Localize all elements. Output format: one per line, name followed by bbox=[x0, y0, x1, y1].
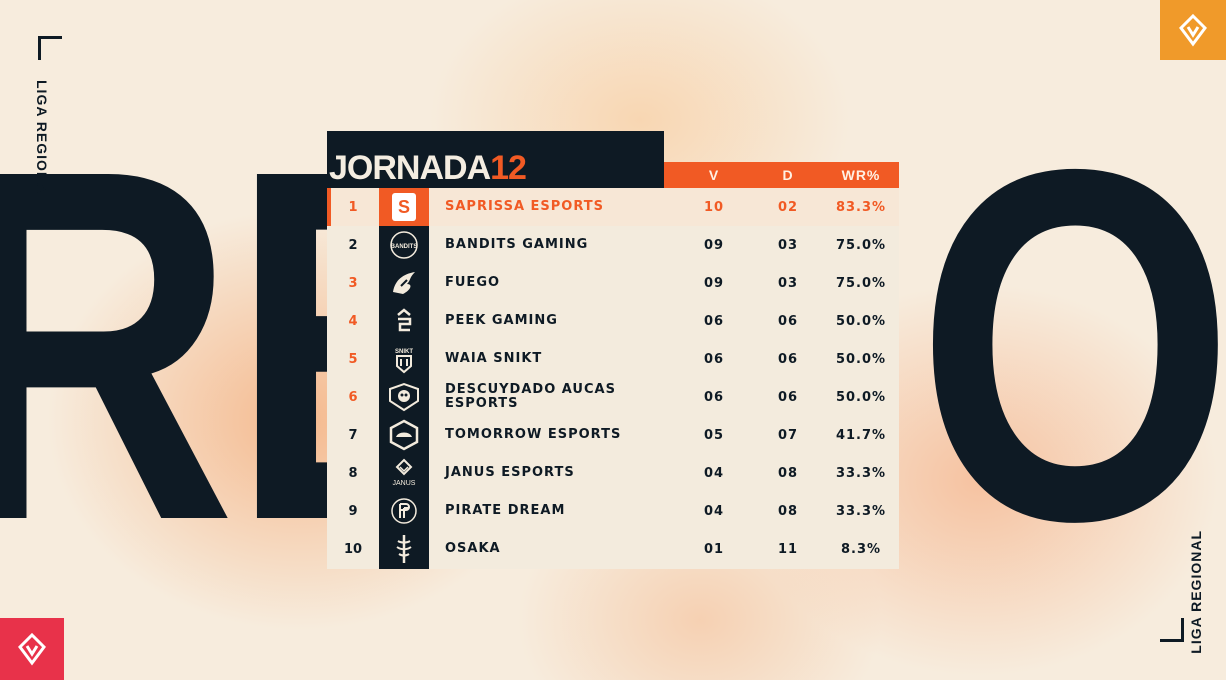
row-winrate: 50.0% bbox=[835, 389, 887, 405]
snikt-logo-icon: SNIKT bbox=[379, 340, 429, 378]
janus-logo-icon: JANUS bbox=[379, 454, 429, 492]
peek-logo-icon bbox=[379, 302, 429, 340]
row-rank: 9 bbox=[348, 503, 358, 519]
standings-table: 1 S SAPRISSA ESPORTS 10 02 83.3% 2 BANDI… bbox=[327, 188, 899, 569]
row-losses: 07 bbox=[777, 427, 799, 443]
corner-bracket-bottom-right bbox=[1160, 618, 1184, 642]
fuego-logo-icon bbox=[379, 264, 429, 302]
snikt-logo-text: SNIKT bbox=[395, 349, 413, 355]
row-team: DESCUYDADO AUCAS ESPORTS bbox=[445, 381, 616, 411]
tomorrow-logo-icon bbox=[379, 416, 429, 454]
bandits-logo-text: BANDITS bbox=[391, 244, 418, 250]
table-row: 4 PEEK GAMING 06 06 50.0% bbox=[327, 302, 899, 340]
row-rank: 7 bbox=[348, 427, 358, 443]
row-winrate: 50.0% bbox=[835, 351, 887, 367]
table-row: 7 TOMORROW ESPORTS 05 07 41.7% bbox=[327, 416, 899, 454]
row-wins: 06 bbox=[703, 313, 725, 329]
league-logo-icon bbox=[1179, 13, 1207, 47]
leader-highlight-bar bbox=[327, 188, 331, 226]
column-header-wins: V bbox=[708, 167, 720, 183]
osaka-logo-icon bbox=[379, 530, 429, 568]
league-logo-top-right bbox=[1160, 0, 1226, 60]
row-wins: 09 bbox=[703, 237, 725, 253]
row-rank: 1 bbox=[348, 199, 358, 215]
title-word: JORNADA bbox=[329, 149, 491, 187]
row-winrate: 50.0% bbox=[835, 313, 887, 329]
table-row: 10 OSAKA 01 11 8.3% bbox=[327, 530, 899, 568]
row-winrate: 83.3% bbox=[835, 199, 887, 215]
saprissa-logo-icon: S bbox=[379, 188, 429, 226]
row-losses: 02 bbox=[777, 199, 799, 215]
table-row: 5 SNIKT WAIA SNIKT 06 06 50.0% bbox=[327, 340, 899, 378]
row-losses: 06 bbox=[777, 351, 799, 367]
table-row: 6 DESCUYDADO AUCAS ESPORTS 06 06 50.0% bbox=[327, 378, 899, 416]
row-losses: 08 bbox=[777, 465, 799, 481]
row-team: JANUS ESPORTS bbox=[445, 464, 575, 480]
row-wins: 10 bbox=[703, 199, 725, 215]
side-text-left: LIGA REGIONAL bbox=[34, 80, 50, 204]
row-team: FUEGO bbox=[445, 274, 501, 290]
row-losses: 11 bbox=[777, 541, 799, 557]
table-row: 8 JANUS JANUS ESPORTS 04 08 33.3% bbox=[327, 454, 899, 492]
row-rank: 8 bbox=[348, 465, 358, 481]
row-wins: 04 bbox=[703, 503, 725, 519]
row-winrate: 75.0% bbox=[835, 237, 887, 253]
table-row: 3 FUEGO 09 03 75.0% bbox=[327, 264, 899, 302]
janus-logo-text: JANUS bbox=[393, 480, 416, 487]
table-row: 2 BANDITS BANDITS GAMING 09 03 75.0% bbox=[327, 226, 899, 264]
row-team: PIRATE DREAM bbox=[445, 502, 566, 518]
row-losses: 06 bbox=[777, 389, 799, 405]
row-team: BANDITS GAMING bbox=[445, 236, 589, 252]
row-rank: 5 bbox=[348, 351, 358, 367]
title-number: 12 bbox=[490, 149, 527, 187]
pirate-dream-logo-icon bbox=[379, 492, 429, 530]
row-rank: 3 bbox=[348, 275, 358, 291]
row-winrate: 41.7% bbox=[835, 427, 887, 443]
row-team: OSAKA bbox=[445, 540, 501, 556]
row-winrate: 8.3% bbox=[840, 541, 882, 557]
standings-panel: JORNADA12 V D WR% 1 S SAPRISSA ESPORTS 1… bbox=[327, 131, 899, 569]
table-row: 9 PIRATE DREAM 04 08 33.3% bbox=[327, 492, 899, 530]
row-team: PEEK GAMING bbox=[445, 312, 558, 328]
column-header-losses: D bbox=[782, 167, 794, 183]
row-rank: 2 bbox=[348, 237, 358, 253]
row-wins: 06 bbox=[703, 351, 725, 367]
row-rank: 10 bbox=[343, 541, 363, 557]
row-wins: 05 bbox=[703, 427, 725, 443]
row-winrate: 75.0% bbox=[835, 275, 887, 291]
row-winrate: 33.3% bbox=[835, 465, 887, 481]
side-text-right: LIGA REGIONAL bbox=[1188, 530, 1204, 654]
league-logo-icon bbox=[18, 632, 46, 666]
row-losses: 03 bbox=[777, 237, 799, 253]
row-rank: 4 bbox=[348, 313, 358, 329]
row-losses: 08 bbox=[777, 503, 799, 519]
row-wins: 01 bbox=[703, 541, 725, 557]
title-band: JORNADA12 bbox=[327, 131, 664, 188]
row-wins: 06 bbox=[703, 389, 725, 405]
league-logo-bottom-left bbox=[0, 618, 64, 680]
row-rank: 6 bbox=[348, 389, 358, 405]
page-title: JORNADA12 bbox=[329, 149, 527, 187]
row-winrate: 33.3% bbox=[835, 503, 887, 519]
row-team: TOMORROW ESPORTS bbox=[445, 426, 622, 442]
column-header-winrate: WR% bbox=[841, 167, 881, 183]
row-losses: 06 bbox=[777, 313, 799, 329]
bandits-logo-icon: BANDITS bbox=[379, 226, 429, 264]
row-losses: 03 bbox=[777, 275, 799, 291]
table-row: 1 S SAPRISSA ESPORTS 10 02 83.3% bbox=[327, 188, 899, 226]
row-team: WAIA SNIKT bbox=[445, 350, 543, 366]
corner-bracket-top-left bbox=[38, 36, 62, 60]
row-wins: 09 bbox=[703, 275, 725, 291]
row-team: SAPRISSA ESPORTS bbox=[445, 198, 605, 214]
row-wins: 04 bbox=[703, 465, 725, 481]
logo-column bbox=[379, 188, 429, 569]
svg-text:S: S bbox=[398, 197, 410, 217]
table-header: V D WR% bbox=[664, 162, 899, 188]
aucas-logo-icon bbox=[379, 378, 429, 416]
